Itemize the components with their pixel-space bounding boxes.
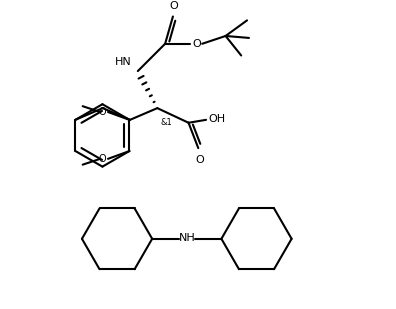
- Text: NH: NH: [179, 233, 195, 243]
- Text: OH: OH: [208, 114, 225, 124]
- Text: &1: &1: [160, 118, 172, 127]
- Text: O: O: [192, 39, 201, 49]
- Text: O: O: [195, 155, 204, 165]
- Text: HN: HN: [115, 57, 132, 67]
- Text: O: O: [99, 154, 106, 164]
- Text: O: O: [99, 107, 106, 117]
- Text: O: O: [169, 1, 178, 11]
